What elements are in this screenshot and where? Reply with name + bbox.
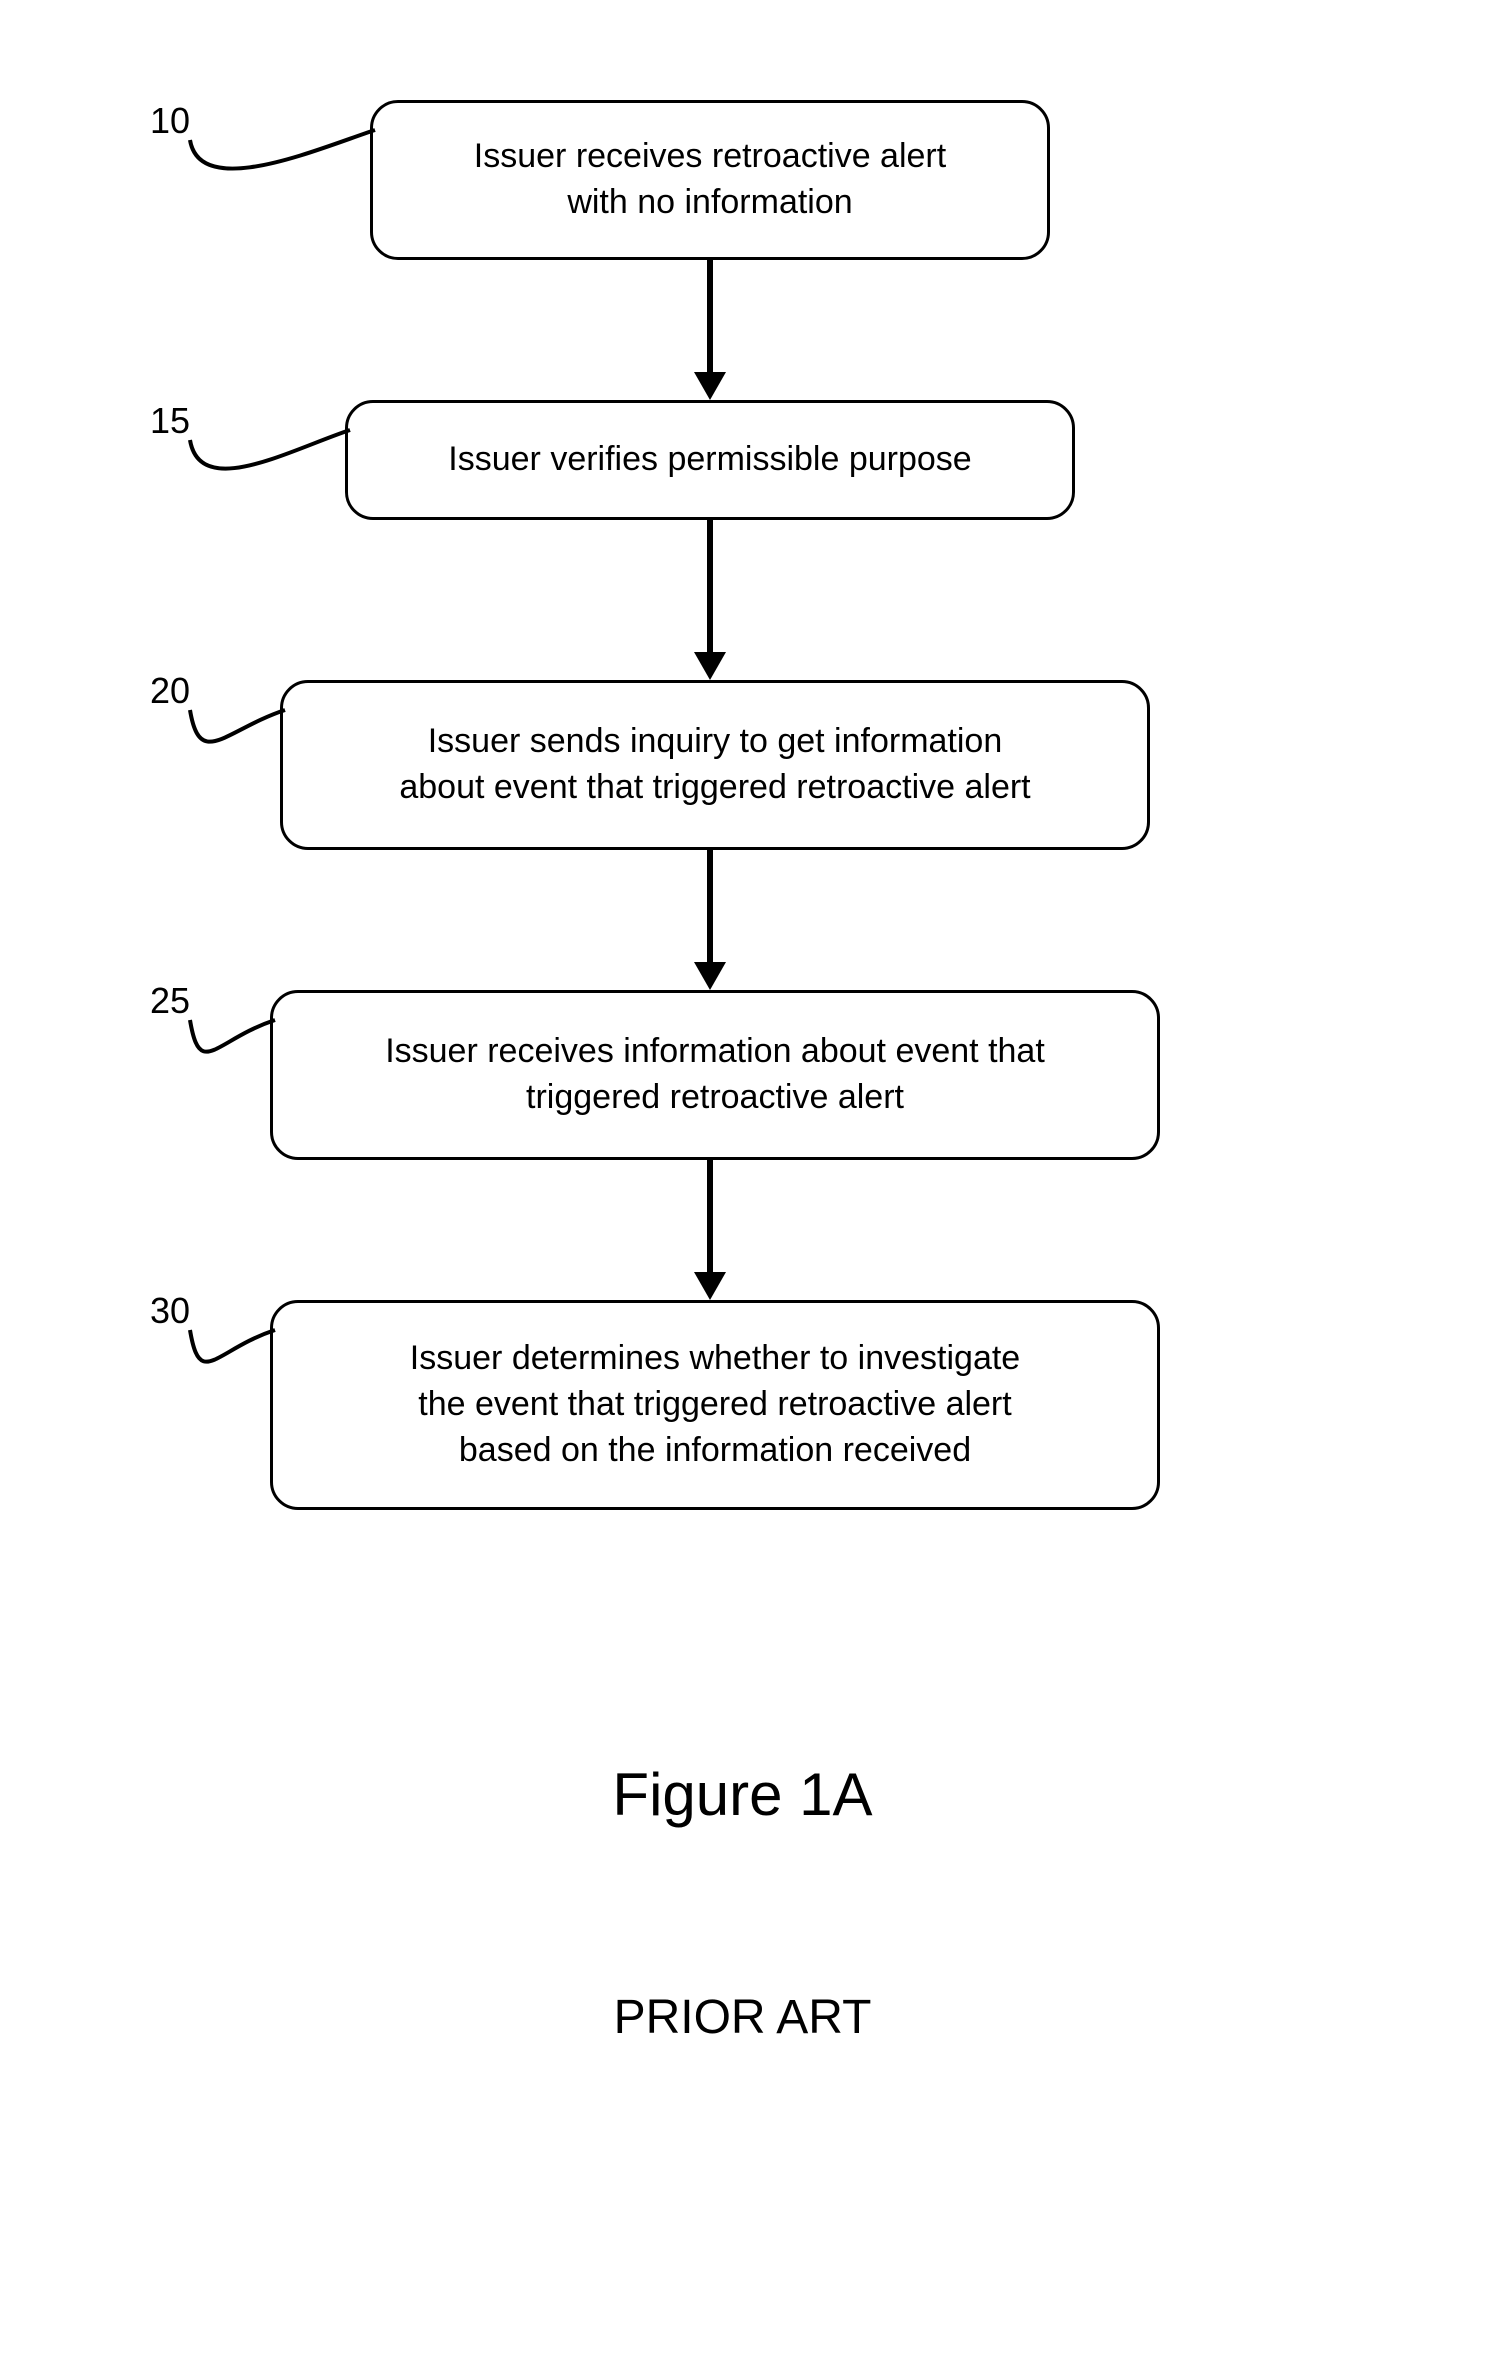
- arrow-head-icon: [694, 1272, 726, 1300]
- flowchart-node: Issuer verifies permissible purpose: [345, 400, 1075, 520]
- flowchart-node: Issuer sends inquiry to get informationa…: [280, 680, 1150, 850]
- ref-lead-line: [180, 120, 425, 210]
- flowchart-node: Issuer receives information about event …: [270, 990, 1160, 1160]
- flowchart-arrow: [707, 850, 713, 966]
- ref-lead-line: [180, 1320, 325, 1400]
- flowchart-arrow: [707, 520, 713, 656]
- figure-caption: Figure 1A: [0, 1760, 1485, 1829]
- ref-lead-line: [180, 420, 400, 510]
- ref-number: 10: [110, 100, 190, 142]
- flowchart-node: Issuer receives retroactive alertwith no…: [370, 100, 1050, 260]
- ref-number: 15: [110, 400, 190, 442]
- arrow-head-icon: [694, 962, 726, 990]
- ref-number: 25: [110, 980, 190, 1022]
- ref-lead-line: [180, 1010, 325, 1090]
- ref-lead-line: [180, 700, 335, 780]
- flowchart-canvas: Issuer receives retroactive alertwith no…: [0, 0, 1485, 2361]
- ref-number: 20: [110, 670, 190, 712]
- figure-subcaption: PRIOR ART: [0, 1990, 1485, 2045]
- arrow-head-icon: [694, 652, 726, 680]
- ref-number: 30: [110, 1290, 190, 1332]
- flowchart-arrow: [707, 260, 713, 376]
- flowchart-node: Issuer determines whether to investigate…: [270, 1300, 1160, 1510]
- arrow-head-icon: [694, 372, 726, 400]
- flowchart-arrow: [707, 1160, 713, 1276]
